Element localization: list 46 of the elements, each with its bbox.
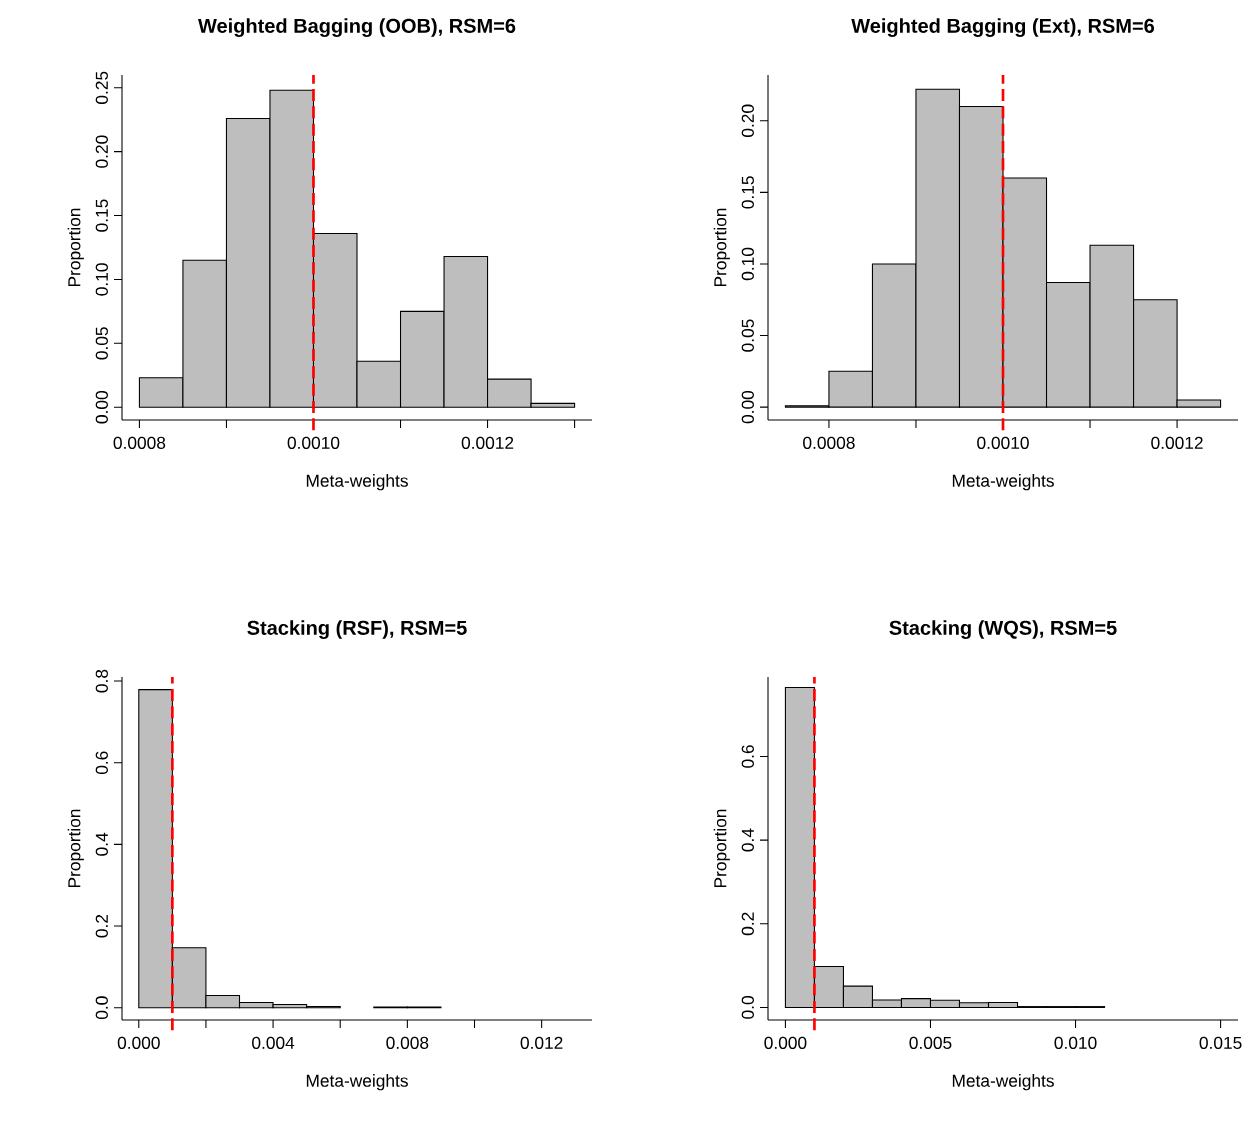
x-tick-label: 0.000 bbox=[764, 1036, 807, 1049]
x-tick-label: 0.0008 bbox=[113, 436, 166, 449]
y-tick-label: 0.0 bbox=[741, 996, 754, 1019]
x-tick-label: 0.0008 bbox=[803, 436, 855, 449]
chart-title: Weighted Bagging (Ext), RSM=6 bbox=[851, 18, 1155, 37]
y-tick-label: 0.2 bbox=[95, 914, 108, 938]
x-axis-title: Meta-weights bbox=[306, 474, 408, 491]
x-tick-label: 0.0012 bbox=[1151, 436, 1203, 449]
x-axis-title: Meta-weights bbox=[306, 1074, 408, 1091]
y-tick-label: 0.2 bbox=[741, 912, 754, 936]
y-axis-title: Proportion bbox=[67, 809, 84, 888]
x-tick-label: 0.004 bbox=[252, 1036, 295, 1049]
y-axis-title: Proportion bbox=[713, 809, 730, 888]
y-tick-label: 0.05 bbox=[95, 327, 108, 360]
y-tick-label: 0.6 bbox=[741, 745, 754, 768]
y-tick-label: 0.6 bbox=[95, 751, 108, 775]
y-tick-label: 0.10 bbox=[95, 263, 108, 296]
x-tick-label: 0.0010 bbox=[977, 436, 1029, 449]
y-tick-label: 0.05 bbox=[741, 319, 754, 352]
x-axis-title: Meta-weights bbox=[952, 1074, 1054, 1091]
x-tick-label: 0.010 bbox=[1054, 1036, 1097, 1049]
x-tick-label: 0.000 bbox=[117, 1036, 160, 1049]
chart-title: Stacking (WQS), RSM=5 bbox=[889, 620, 1117, 639]
chart-title: Stacking (RSF), RSM=5 bbox=[247, 620, 467, 639]
y-tick-label: 0.8 bbox=[95, 669, 108, 693]
y-axis-title: Proportion bbox=[67, 208, 84, 287]
y-tick-label: 0.4 bbox=[95, 832, 108, 856]
y-tick-label: 0.15 bbox=[741, 176, 754, 209]
y-tick-label: 0.20 bbox=[741, 104, 754, 137]
x-tick-label: 0.015 bbox=[1199, 1036, 1242, 1049]
x-tick-label: 0.012 bbox=[520, 1036, 563, 1049]
y-tick-label: 0.15 bbox=[95, 199, 108, 232]
y-tick-label: 0.0 bbox=[95, 996, 108, 1020]
x-axis-title: Meta-weights bbox=[952, 474, 1054, 491]
x-tick-label: 0.005 bbox=[909, 1036, 952, 1049]
x-tick-label: 0.0012 bbox=[461, 436, 514, 449]
y-tick-label: 0.25 bbox=[95, 71, 108, 104]
x-tick-label: 0.008 bbox=[386, 1036, 429, 1049]
y-tick-label: 0.20 bbox=[95, 135, 108, 168]
y-tick-label: 0.00 bbox=[741, 390, 754, 424]
chart-title: Weighted Bagging (OOB), RSM=6 bbox=[198, 18, 516, 37]
y-tick-label: 0.00 bbox=[95, 391, 108, 424]
y-tick-label: 0.10 bbox=[741, 247, 754, 281]
y-tick-label: 0.4 bbox=[741, 828, 754, 852]
y-axis-title: Proportion bbox=[713, 208, 730, 287]
x-tick-label: 0.0010 bbox=[287, 436, 340, 449]
